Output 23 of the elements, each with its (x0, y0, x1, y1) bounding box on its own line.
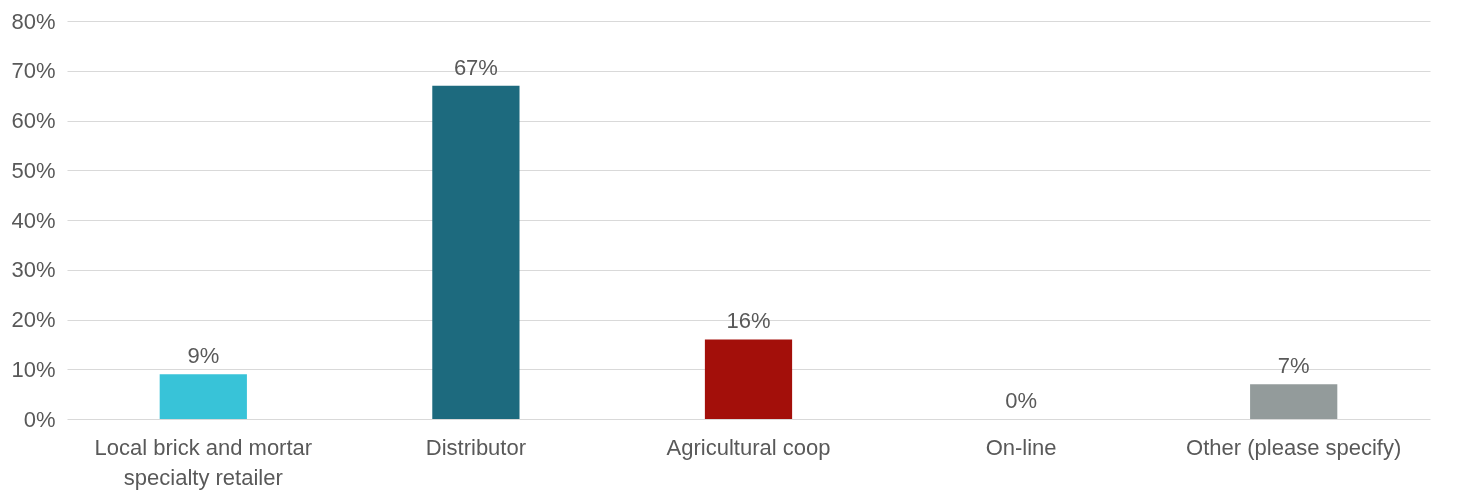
data-label: 16% (726, 308, 771, 334)
y-tick-label: 80% (11, 8, 56, 34)
bar (159, 374, 247, 419)
x-tick-label: Other (please specify) (1186, 434, 1402, 460)
y-tick-label: 40% (11, 207, 56, 233)
y-tick-label: 70% (11, 58, 56, 84)
x-tick-label: Agricultural coop (666, 434, 831, 460)
data-label: 0% (1005, 388, 1037, 413)
y-tick-label: 0% (23, 406, 56, 432)
bar (704, 339, 793, 419)
bar (1250, 384, 1338, 419)
x-tick-label: Local brick and mortar specialty retailer (94, 434, 313, 490)
y-tick-label: 30% (11, 257, 56, 283)
data-label: 9% (187, 343, 220, 369)
x-tick-label: On-line (985, 434, 1057, 460)
y-tick-label: 50% (11, 157, 56, 183)
bar (432, 85, 520, 419)
y-tick-label: 20% (11, 307, 56, 332)
data-label: 67% (453, 54, 498, 80)
y-tick-label: 60% (11, 108, 56, 133)
y-tick-label: 10% (11, 356, 56, 382)
x-tick-label: Distributor (425, 434, 527, 460)
data-label: 7% (1277, 353, 1310, 379)
